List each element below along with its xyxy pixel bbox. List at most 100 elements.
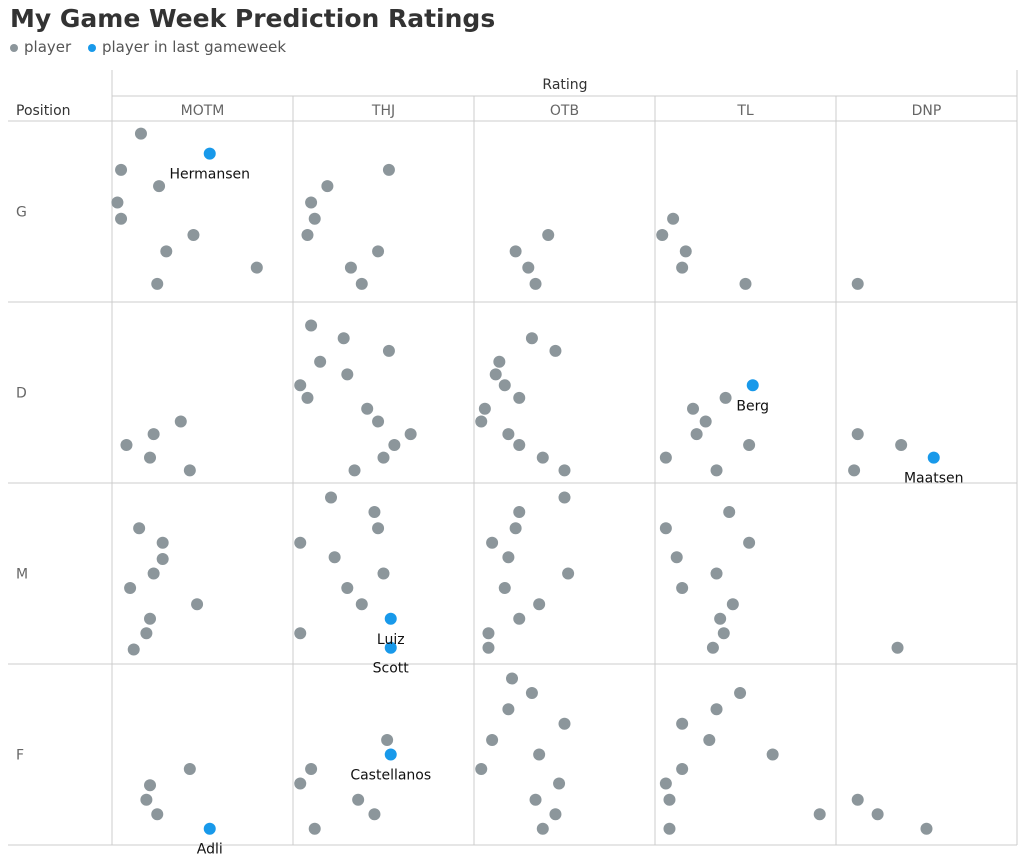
column-group-label: Rating <box>542 77 587 93</box>
row-header-f: F <box>16 748 24 764</box>
player-point <box>513 391 526 404</box>
player-point <box>513 438 526 451</box>
last-gameweek-point <box>927 451 940 464</box>
player-point <box>525 332 538 345</box>
player-point <box>140 627 153 640</box>
player-point <box>147 567 160 580</box>
player-point <box>372 522 385 535</box>
player-point <box>513 505 526 518</box>
player-point <box>663 822 676 835</box>
player-point <box>372 245 385 258</box>
player-point <box>382 163 395 176</box>
player-point <box>676 717 689 730</box>
player-point <box>124 581 137 594</box>
player-point <box>502 428 515 441</box>
player-point <box>813 808 826 821</box>
column-header-dnp: DNP <box>912 103 942 119</box>
player-point <box>676 762 689 775</box>
player-point <box>710 464 723 477</box>
player-point <box>156 536 169 549</box>
player-point <box>502 703 515 716</box>
player-point <box>706 641 719 654</box>
player-point <box>679 245 692 258</box>
player-point <box>151 808 164 821</box>
player-point <box>723 505 736 518</box>
player-point <box>714 612 727 625</box>
player-point <box>558 464 571 477</box>
player-point <box>533 748 546 761</box>
player-point <box>502 551 515 564</box>
player-point <box>174 415 187 428</box>
player-point <box>352 793 365 806</box>
player-point <box>667 212 680 225</box>
player-point <box>536 451 549 464</box>
player-point <box>328 551 341 564</box>
player-point <box>341 581 354 594</box>
player-point <box>482 627 495 640</box>
player-point <box>355 277 368 290</box>
last-gameweek-point <box>384 641 397 654</box>
player-point <box>134 127 147 140</box>
player-point <box>191 598 204 611</box>
column-header-tl: TL <box>736 103 754 119</box>
player-point <box>851 428 864 441</box>
player-point <box>498 379 511 392</box>
player-point <box>710 703 723 716</box>
player-point <box>127 643 140 656</box>
player-point <box>482 641 495 654</box>
player-point <box>301 229 314 242</box>
column-header-thj: THJ <box>371 103 395 119</box>
player-point <box>489 368 502 381</box>
player-point <box>656 229 669 242</box>
player-point <box>140 793 153 806</box>
player-point <box>361 402 374 415</box>
player-point <box>920 822 933 835</box>
player-point <box>743 536 756 549</box>
highlight-label-berg: Berg <box>736 398 769 414</box>
player-point <box>183 762 196 775</box>
player-point <box>659 522 672 535</box>
last-gameweek-point <box>203 822 216 835</box>
player-point <box>529 793 542 806</box>
player-point <box>147 428 160 441</box>
player-point <box>115 163 128 176</box>
player-point <box>895 438 908 451</box>
player-point <box>710 567 723 580</box>
player-point <box>294 536 307 549</box>
player-point <box>153 180 166 193</box>
player-point <box>851 793 864 806</box>
player-point <box>111 196 124 209</box>
player-point <box>553 777 566 790</box>
player-point <box>493 355 506 368</box>
player-point <box>308 212 321 225</box>
legend-item-player: player <box>10 38 76 56</box>
player-point <box>348 464 361 477</box>
player-point <box>734 686 747 699</box>
player-point <box>368 808 381 821</box>
player-point <box>151 277 164 290</box>
player-point <box>294 777 307 790</box>
player-point <box>558 717 571 730</box>
player-point <box>536 822 549 835</box>
legend-last-label: player in last gameweek <box>101 38 287 56</box>
player-point <box>891 641 904 654</box>
player-point <box>355 598 368 611</box>
highlight-labels: Hermansen Berg Maatsen Luiz Scott Castellanos… <box>169 167 963 856</box>
column-header-otb: OTB <box>550 103 579 119</box>
player-point <box>120 438 133 451</box>
row-header-d: D <box>16 386 27 402</box>
player-point <box>388 438 401 451</box>
player-point <box>690 428 703 441</box>
player-point <box>321 180 334 193</box>
player-point <box>250 261 263 274</box>
legend-item-last-gameweek: player in last gameweek <box>87 38 287 56</box>
player-point <box>160 245 173 258</box>
player-point <box>506 672 519 685</box>
last-gameweek-point <box>746 379 759 392</box>
player-point <box>676 581 689 594</box>
player-point <box>703 734 716 747</box>
player-point <box>308 822 321 835</box>
highlight-label-adli: Adli <box>197 842 223 856</box>
player-point <box>848 464 861 477</box>
player-point <box>372 415 385 428</box>
